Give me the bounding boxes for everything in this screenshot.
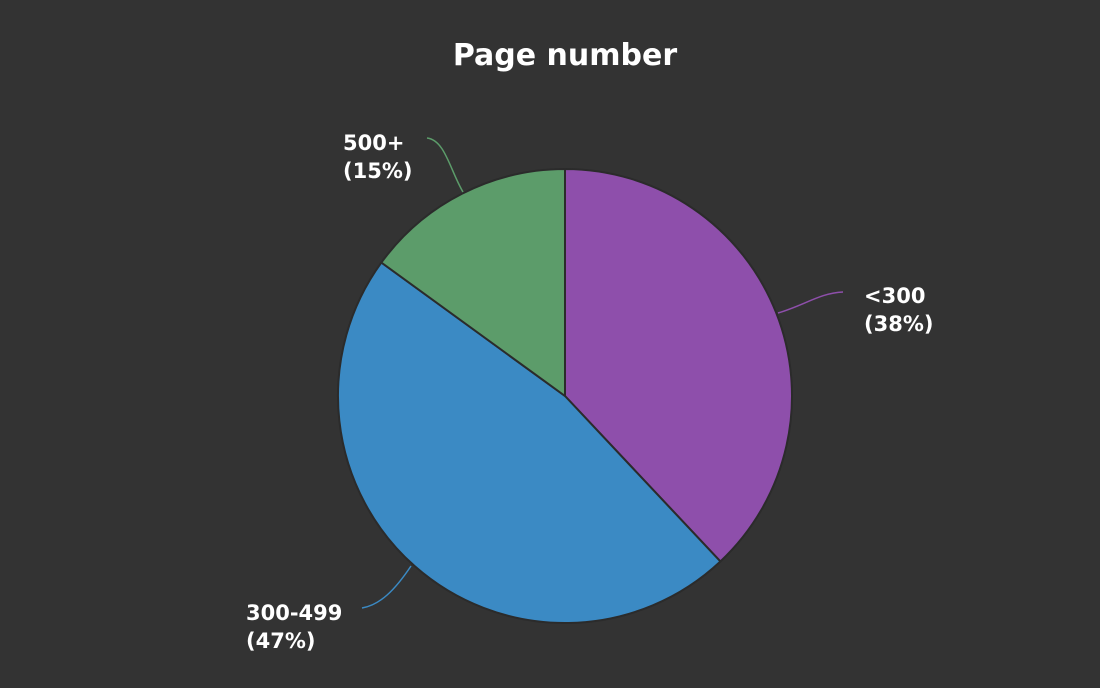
pie-slices — [337, 167, 794, 625]
slice-label-0: <300 — [864, 284, 925, 308]
slice-labels: <300 (38%) 300-499 (47%) 500+ (15%) — [246, 131, 933, 653]
leader-line-1 — [361, 565, 412, 609]
slice-percent-2: (15%) — [343, 159, 412, 183]
slice-percent-1: (47%) — [246, 629, 315, 653]
slice-label-1: 300-499 — [246, 601, 342, 625]
pie-slice-1 — [337, 261, 722, 625]
leader-line-2 — [426, 137, 464, 193]
pie-slice-2 — [379, 167, 566, 398]
pie-slice-0 — [564, 167, 794, 563]
leader-line-0 — [777, 291, 844, 314]
slice-percent-0: (38%) — [864, 312, 933, 336]
slice-label-2: 500+ — [343, 131, 404, 155]
chart-title: Page number — [453, 38, 677, 73]
